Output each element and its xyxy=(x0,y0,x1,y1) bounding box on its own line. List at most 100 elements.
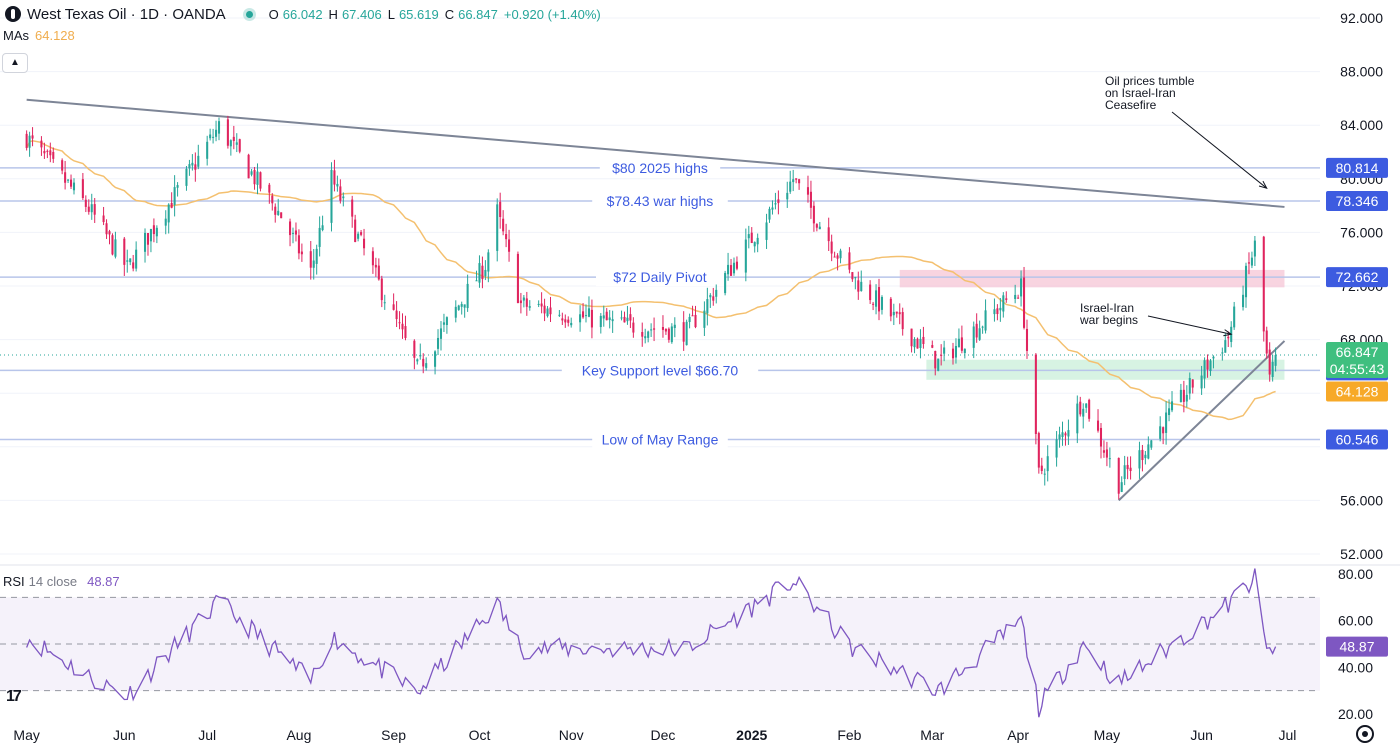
collapse-legend-button[interactable]: ▲ xyxy=(2,53,28,73)
level-label-bg xyxy=(592,191,728,210)
descending-trendline[interactable] xyxy=(26,98,1285,208)
candle-body xyxy=(1034,354,1037,434)
candle-body xyxy=(149,229,152,242)
candle-body xyxy=(993,309,996,315)
candle-body xyxy=(670,326,673,343)
candle-body xyxy=(558,314,561,316)
change-value: +0.920 (+1.40%) xyxy=(503,6,601,22)
settings-gear-icon[interactable] xyxy=(1356,725,1374,743)
candle-body xyxy=(792,179,795,183)
candle-body xyxy=(123,238,126,265)
candle-body xyxy=(354,219,357,242)
candle-body xyxy=(1168,408,1171,416)
candle-body xyxy=(732,262,736,274)
candle-body xyxy=(1017,297,1020,299)
candle-body xyxy=(277,210,280,215)
candle-body xyxy=(1085,403,1088,408)
candle-body xyxy=(1165,412,1168,433)
candle-body xyxy=(294,230,297,235)
candle-body xyxy=(1268,349,1271,375)
annotation-arrow xyxy=(1147,315,1232,335)
candle-body xyxy=(164,218,167,226)
ascending-trendline[interactable] xyxy=(1118,340,1286,502)
candle-body xyxy=(694,314,697,328)
candle-body xyxy=(176,185,179,188)
symbol-title[interactable]: West Texas Oil · 1D · OANDA xyxy=(27,5,226,23)
candle-body xyxy=(436,337,440,349)
candle-body xyxy=(1061,432,1064,438)
candle-body xyxy=(525,298,528,307)
candle-body xyxy=(549,307,552,315)
candle-body xyxy=(404,326,407,338)
candle-body xyxy=(247,154,250,179)
candle-body xyxy=(155,227,158,237)
x-tick-label: Feb xyxy=(837,727,861,743)
x-tick-label: 2025 xyxy=(736,727,767,743)
rsi-line xyxy=(26,568,1277,718)
candle-body xyxy=(872,303,875,305)
candle-body xyxy=(1076,403,1079,434)
candle-body xyxy=(1002,295,1005,312)
candle-body xyxy=(268,184,271,193)
candle-body xyxy=(1141,449,1144,461)
x-tick-label: Mar xyxy=(920,727,944,743)
candle-body xyxy=(383,302,386,304)
candle-body xyxy=(975,323,978,338)
candle-body xyxy=(978,328,981,340)
candle-body xyxy=(206,141,209,159)
ma-badge-text: 64.128 xyxy=(1336,383,1379,399)
level-badge-text: 60.546 xyxy=(1336,431,1379,447)
tradingview-logo-icon[interactable]: 17 xyxy=(6,688,22,705)
ma-legend[interactable]: MAs 64.128 xyxy=(3,28,75,43)
candle-body xyxy=(1096,420,1100,431)
candle-body xyxy=(673,324,676,329)
candle-body xyxy=(271,195,274,204)
candle-body xyxy=(360,232,363,235)
candle-body xyxy=(315,248,318,264)
candle-body xyxy=(434,351,437,367)
x-tick-label: Jul xyxy=(1278,727,1296,743)
candle-body xyxy=(215,129,218,137)
candle-body xyxy=(901,312,904,330)
candle-body xyxy=(1144,454,1147,459)
candle-body xyxy=(291,232,295,234)
rsi-legend[interactable]: RSI 14 close 48.87 xyxy=(3,574,120,589)
candle-body xyxy=(1005,298,1008,300)
candle-body xyxy=(1200,375,1203,389)
candle-body xyxy=(1023,277,1026,328)
candle-body xyxy=(229,140,232,147)
candle-body xyxy=(584,315,588,317)
candle-body xyxy=(146,233,150,245)
y-tick-label: 84.000 xyxy=(1340,117,1383,133)
candle-body xyxy=(972,326,975,348)
rsi-y-tick-label: 40.00 xyxy=(1338,659,1373,675)
candle-body xyxy=(777,199,780,204)
candle-body xyxy=(795,178,798,180)
candle-body xyxy=(40,140,43,148)
candle-body xyxy=(1123,465,1126,479)
candle-body xyxy=(1271,361,1274,377)
candle-body xyxy=(445,317,448,326)
candle-body xyxy=(43,150,46,154)
candle-body xyxy=(709,295,712,298)
rsi-params: 14 close xyxy=(28,574,78,589)
candle-body xyxy=(457,305,460,310)
candle-body xyxy=(546,308,549,317)
level-label-bg xyxy=(596,268,724,287)
candle-body xyxy=(1088,399,1091,419)
candle-body xyxy=(463,304,466,308)
candle-body xyxy=(809,191,812,208)
candle-body xyxy=(1182,389,1185,402)
candle-body xyxy=(937,358,940,371)
chevron-up-icon: ▲ xyxy=(10,57,20,68)
candle-body xyxy=(999,307,1002,311)
candle-body xyxy=(632,322,635,333)
market-open-icon xyxy=(245,10,253,18)
rsi-badge xyxy=(1326,636,1388,657)
y-tick-label: 52.000 xyxy=(1340,546,1383,562)
rsi-label: RSI xyxy=(3,574,25,589)
close-value: 66.847 xyxy=(458,6,498,22)
x-tick-label: Jul xyxy=(198,727,216,743)
candle-body xyxy=(1147,444,1150,459)
